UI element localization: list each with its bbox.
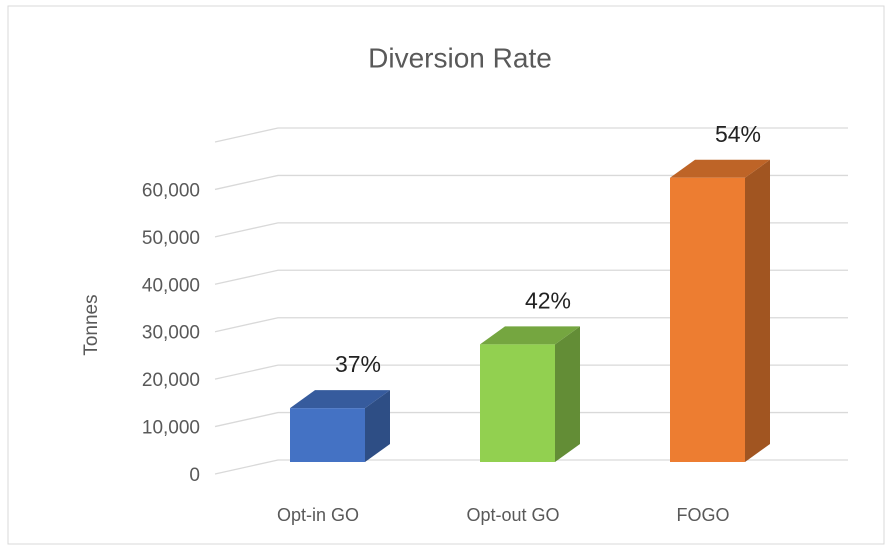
bar [670,159,770,463]
annotation: 42% [525,287,571,313]
y-tick-label: 0 [189,465,200,486]
y-tick-label: 40,000 [142,275,200,296]
x-tick-label: FOGO [677,505,730,525]
y-axis-title: Tonnes [81,294,102,355]
bar-top [290,390,390,409]
x-tick-label: Opt-out GO [466,505,559,525]
grid-line [214,174,848,191]
bar [290,390,390,462]
grid-line [214,269,848,285]
bar-front [290,408,365,462]
y-tick-label: 50,000 [142,228,200,249]
grid-line [214,222,848,238]
grid-line [214,127,848,143]
grid-line [214,364,848,380]
y-tick-label: 20,000 [142,370,200,391]
y-tick-label: 10,000 [142,418,200,439]
bar-top [670,159,770,178]
x-tick-label: Opt-in GO [277,505,359,525]
bar [480,326,580,462]
grid-line [214,459,848,475]
bar-top [480,326,580,345]
bar-front [480,344,555,462]
grid-line [214,411,848,428]
y-tick-label: 30,000 [142,323,200,344]
chart-title: Diversion Rate [368,42,552,73]
annotation: 54% [715,121,761,147]
annotation: 37% [335,351,381,377]
grid-line [214,317,848,333]
y-tick-label: 60,000 [142,180,200,201]
bar-side [745,159,770,463]
bar-side [555,326,580,462]
bar-front [670,177,745,463]
bar-side [365,390,390,462]
